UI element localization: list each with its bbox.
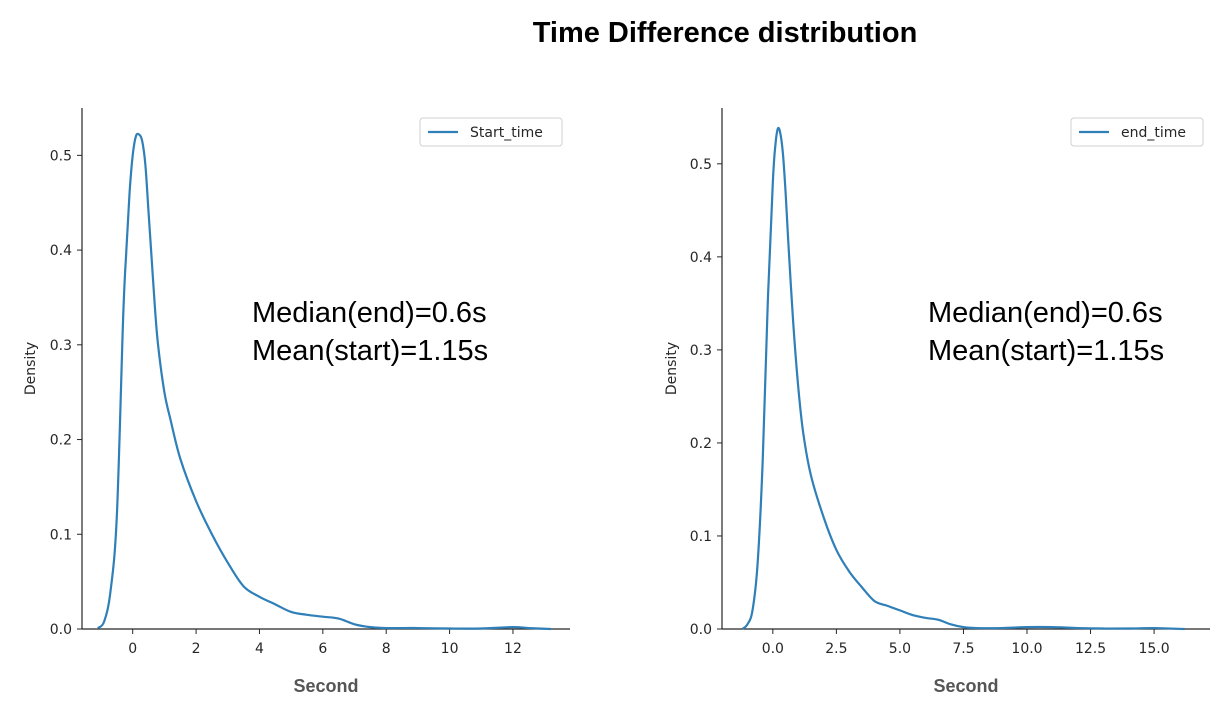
panel0-y-tick-label: 0.0	[50, 622, 72, 638]
panel1-x-tick-label: 7.5	[952, 641, 974, 657]
panel0-series-Start_time-line	[97, 132, 552, 631]
panel1-annotation: Median(end)=0.6s	[928, 297, 1163, 329]
panel1-annotation: Mean(start)=1.15s	[928, 335, 1164, 367]
panel0-y-tick-label: 0.5	[50, 148, 72, 164]
panel0-x-tick-label: 10	[441, 641, 459, 657]
panel1-x-tick-label: 10.0	[1011, 641, 1042, 657]
figure-title: Time Difference distribution	[533, 17, 918, 49]
panel0-y-axis-label: Density	[23, 342, 39, 395]
panel1-x-tick-label: 15.0	[1138, 641, 1169, 657]
panel1-legend-box	[1070, 117, 1204, 147]
panel0-x-tick-label: 6	[318, 641, 327, 657]
left-kde-panel: 0.0 0.1 0.2 0.3 0.4 0.5 0 2 4 6 8 10 12 Density Second…	[23, 108, 570, 696]
panel0-legend-label: Start_time	[470, 125, 543, 141]
panel0-x-tick-label: 2	[192, 641, 201, 657]
panel1-y-tick-label: 0.4	[690, 250, 712, 266]
panel0-y-tick-label: 0.4	[50, 243, 72, 259]
panel1-series-end_time-line	[741, 126, 1185, 631]
panel1-x-tick-label: 2.5	[825, 641, 847, 657]
panel1-y-tick-label: 0.1	[690, 529, 712, 545]
panel0-annotation: Mean(start)=1.15s	[252, 335, 488, 367]
panel1-y-tick-label: 0.3	[690, 343, 712, 359]
panel0-annotation: Median(end)=0.6s	[252, 297, 487, 329]
panel1-legend: end_time	[1070, 117, 1204, 147]
panel0-y-tick-label: 0.1	[50, 527, 72, 543]
panel0-legend-box	[419, 117, 563, 147]
panel1-legend-label: end_time	[1121, 125, 1186, 141]
panel1-x-tick-label: 12.5	[1075, 641, 1106, 657]
panel0-x-axis-label: Second	[293, 676, 358, 696]
panel0-x-tick-label: 4	[255, 641, 264, 657]
panel0-x-tick-label: 12	[504, 641, 522, 657]
panel0-legend: Start_time	[419, 117, 563, 147]
panel1-x-tick-label: 0.0	[762, 641, 784, 657]
panel0-x-tick-label: 8	[382, 641, 391, 657]
panel0-x-tick-label: 0	[128, 641, 137, 657]
right-kde-panel: 0.0 0.1 0.2 0.3 0.4 0.5 0.0 2.5 5.0 7.5 10.0 12.5 15…	[664, 108, 1210, 696]
panel1-x-axis-label: Second	[933, 676, 998, 696]
panel1-y-tick-label: 0.2	[690, 436, 712, 452]
panel1-y-axis-label: Density	[664, 342, 680, 395]
panel1-x-tick-label: 5.0	[889, 641, 911, 657]
panel1-y-tick-label: 0.0	[690, 622, 712, 638]
panel1-y-tick-label: 0.5	[690, 157, 712, 173]
panel0-y-tick-label: 0.2	[50, 433, 72, 449]
panel0-y-tick-label: 0.3	[50, 338, 72, 354]
